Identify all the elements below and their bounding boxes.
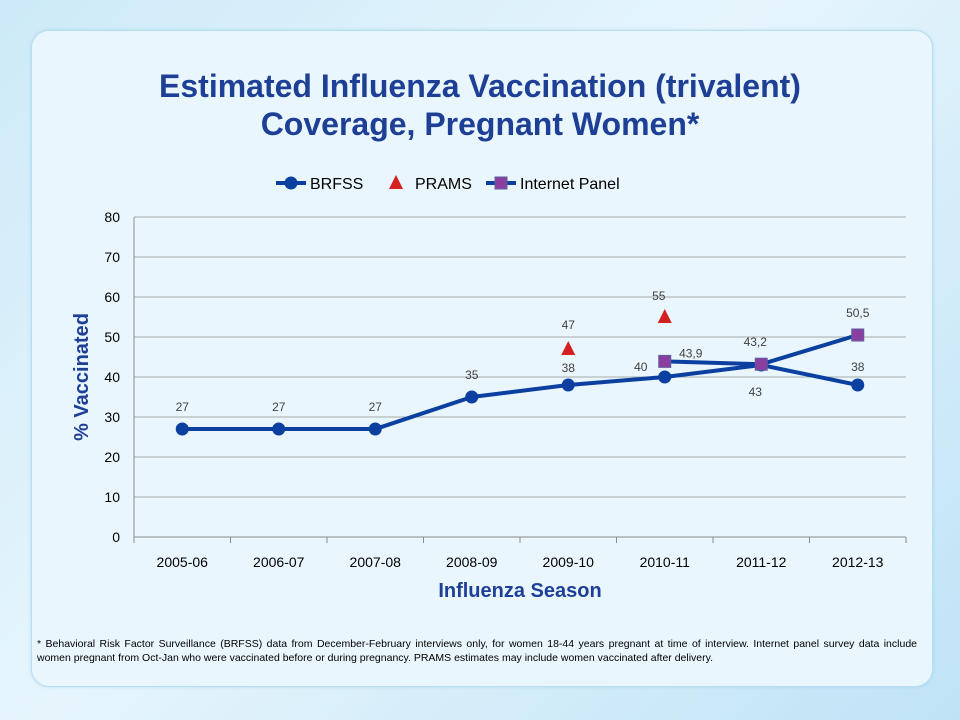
y-tick-label: 0 [112, 529, 120, 545]
data-label-brfss: 43 [749, 385, 763, 399]
data-point-brfss [561, 378, 575, 392]
data-label-brfss: 38 [562, 361, 576, 375]
data-label-brfss: 38 [851, 360, 865, 374]
data-label-brfss: 27 [369, 400, 383, 414]
y-tick-label: 70 [104, 249, 120, 265]
y-tick-label: 60 [104, 289, 120, 305]
x-tick-label: 2010-11 [640, 554, 691, 570]
y-axis-label: % Vaccinated [71, 313, 93, 441]
y-tick-label: 10 [104, 489, 120, 505]
x-tick-label: 2007-08 [350, 554, 402, 570]
data-point-brfss [465, 390, 479, 404]
chart-title-line: Coverage, Pregnant Women* [261, 106, 700, 142]
legend-label-brfss: BRFSS [310, 176, 363, 193]
y-tick-label: 80 [104, 209, 120, 225]
data-point-brfss [851, 378, 865, 392]
x-tick-label: 2006-07 [253, 554, 305, 570]
data-label-internet-panel: 43,2 [744, 335, 768, 349]
y-tick-label: 40 [104, 369, 120, 385]
legend-marker-prams [389, 175, 403, 189]
x-tick-label: 2011-12 [736, 554, 787, 570]
y-tick-label: 20 [104, 449, 120, 465]
x-axis-label: Influenza Season [438, 580, 601, 602]
data-point-prams [657, 309, 672, 323]
data-point-brfss [368, 422, 382, 436]
data-label-brfss: 35 [465, 368, 479, 382]
y-tick-label: 30 [104, 409, 120, 425]
data-point-brfss [175, 422, 189, 436]
data-label-internet-panel: 43,9 [679, 346, 703, 360]
legend-marker-internet-panel [494, 176, 508, 190]
data-point-internet-panel [851, 328, 865, 342]
y-tick-label: 50 [104, 329, 120, 345]
x-tick-label: 2005-06 [157, 554, 209, 570]
data-label-brfss: 27 [272, 400, 286, 414]
data-label-prams: 55 [652, 289, 666, 303]
chart-title-line: Estimated Influenza Vaccination (trivale… [159, 68, 801, 104]
data-point-internet-panel [754, 357, 768, 371]
data-point-internet-panel [658, 354, 672, 368]
x-tick-label: 2012-13 [832, 554, 884, 570]
legend-label-internet-panel: Internet Panel [520, 176, 620, 193]
data-label-internet-panel: 50,5 [846, 306, 870, 320]
series-line-brfss [182, 363, 859, 431]
data-point-brfss [658, 370, 672, 384]
data-label-brfss: 40 [634, 360, 648, 374]
legend-marker-brfss [284, 176, 298, 190]
data-label-brfss: 27 [176, 400, 190, 414]
legend-label-prams: PRAMS [415, 176, 472, 193]
x-tick-label: 2008-09 [446, 554, 498, 570]
data-point-prams [561, 341, 576, 355]
x-tick-label: 2009-10 [543, 554, 595, 570]
footnote: * Behavioral Risk Factor Surveillance (B… [37, 638, 917, 664]
data-label-prams: 47 [562, 318, 576, 332]
data-point-brfss [272, 422, 286, 436]
